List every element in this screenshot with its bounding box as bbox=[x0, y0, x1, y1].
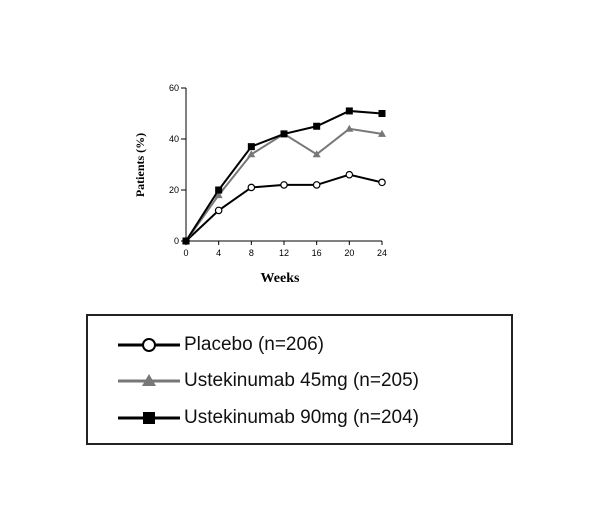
y-axis-label: Patients (%) bbox=[133, 133, 147, 197]
data-point-ustekinumab-90mg bbox=[280, 130, 288, 138]
legend-item-placebo: Placebo (n=206) bbox=[118, 332, 324, 358]
data-point-ustekinumab-90mg bbox=[345, 107, 353, 115]
y-tick-label: 40 bbox=[169, 134, 179, 144]
legend: Placebo (n=206) Ustekinumab 45mg (n=205)… bbox=[86, 314, 513, 445]
data-point-ustekinumab-90mg bbox=[182, 237, 190, 245]
legend-item-ustekinumab-45mg: Ustekinumab 45mg (n=205) bbox=[118, 368, 419, 394]
data-point-ustekinumab-45mg bbox=[312, 150, 321, 158]
y-tick-label: 60 bbox=[169, 83, 179, 93]
data-point-ustekinumab-90mg bbox=[215, 186, 223, 194]
data-point-placebo bbox=[280, 181, 288, 189]
y-tick-label: 0 bbox=[174, 236, 179, 246]
data-point-ustekinumab-45mg bbox=[214, 191, 223, 199]
legend-label-ustekinumab-90mg: Ustekinumab 90mg (n=204) bbox=[184, 407, 419, 428]
data-point-placebo bbox=[378, 178, 386, 187]
data-point-ustekinumab-45mg bbox=[378, 129, 386, 137]
axis-ticks: 0 20 40 60 0 4 8 12 16 20 24 bbox=[169, 83, 387, 258]
legend-label-ustekinumab-45mg: Ustekinumab 45mg (n=205) bbox=[184, 370, 419, 391]
x-tick-label: 12 bbox=[279, 248, 289, 258]
data-point-ustekinumab-45mg bbox=[345, 124, 354, 132]
x-tick-label: 20 bbox=[344, 248, 354, 258]
data-point-ustekinumab-90mg bbox=[313, 122, 321, 130]
legend-item-ustekinumab-90mg: Ustekinumab 90mg (n=204) bbox=[118, 405, 419, 431]
x-tick-label: 24 bbox=[377, 248, 387, 258]
x-tick-label: 0 bbox=[183, 248, 188, 258]
data-point-ustekinumab-90mg bbox=[378, 110, 386, 117]
y-tick-label: 20 bbox=[169, 185, 179, 195]
legend-swatch-ustekinumab-90mg bbox=[118, 412, 180, 424]
series-markers bbox=[182, 107, 386, 245]
data-point-ustekinumab-90mg bbox=[247, 143, 255, 151]
legend-label-placebo: Placebo (n=206) bbox=[184, 334, 324, 355]
x-tick-label: 16 bbox=[312, 248, 322, 258]
data-point-placebo bbox=[312, 181, 321, 189]
legend-swatch-ustekinumab-45mg bbox=[118, 374, 180, 386]
x-tick-label: 4 bbox=[216, 248, 221, 258]
x-axis-label: Weeks bbox=[261, 271, 300, 286]
data-point-placebo bbox=[214, 206, 223, 215]
x-tick-label: 8 bbox=[249, 248, 254, 258]
data-point-ustekinumab-45mg bbox=[247, 150, 256, 158]
data-point-placebo bbox=[247, 183, 256, 192]
legend-swatch-placebo bbox=[118, 338, 180, 352]
data-point-placebo bbox=[345, 170, 354, 179]
